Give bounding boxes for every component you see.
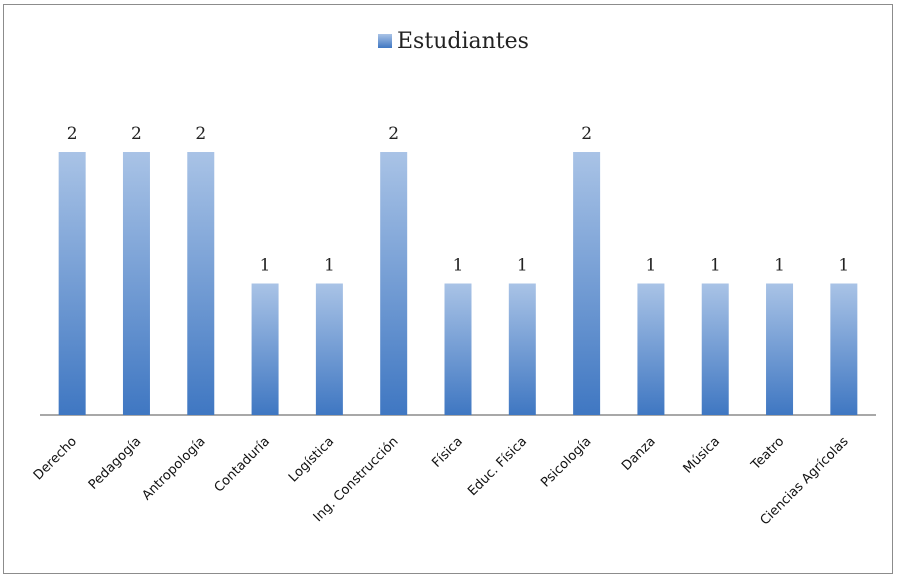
data-label: 1 (710, 256, 721, 276)
category-label: Logística (286, 434, 337, 485)
category-label: Pedagogía (86, 434, 144, 492)
category-label: Psicología (538, 434, 594, 490)
data-label: 1 (646, 256, 657, 276)
data-label: 2 (195, 124, 206, 144)
bar (380, 152, 408, 415)
category-label: Teatro (748, 434, 787, 473)
bar (251, 283, 279, 415)
chart-legend: Estudiantes (378, 29, 529, 54)
data-label: 2 (131, 124, 142, 144)
data-label: 1 (838, 256, 849, 276)
data-label: 1 (517, 256, 528, 276)
data-label: 1 (324, 256, 335, 276)
data-label: 2 (388, 124, 399, 144)
bar (701, 283, 729, 415)
category-label: Derecho (31, 434, 80, 483)
bar (58, 152, 86, 415)
category-label: Antropología (139, 434, 208, 503)
data-label: 1 (774, 256, 785, 276)
category-label: Contaduría (212, 434, 273, 495)
category-label: Danza (619, 434, 659, 474)
bar (637, 283, 665, 415)
bar (187, 152, 215, 415)
legend-label: Estudiantes (397, 29, 529, 54)
bar (444, 283, 472, 415)
category-label: Educ. Física (465, 434, 530, 499)
data-label: 2 (67, 124, 78, 144)
bar (573, 152, 601, 415)
bar (122, 152, 150, 415)
bar (766, 283, 794, 415)
data-label: 2 (581, 124, 592, 144)
bar (508, 283, 536, 415)
data-label: 1 (453, 256, 464, 276)
category-label: Física (429, 434, 465, 470)
legend-swatch (378, 34, 392, 48)
bar (830, 283, 858, 415)
data-label: 1 (260, 256, 271, 276)
bar (315, 283, 343, 415)
category-label: Música (681, 434, 723, 476)
